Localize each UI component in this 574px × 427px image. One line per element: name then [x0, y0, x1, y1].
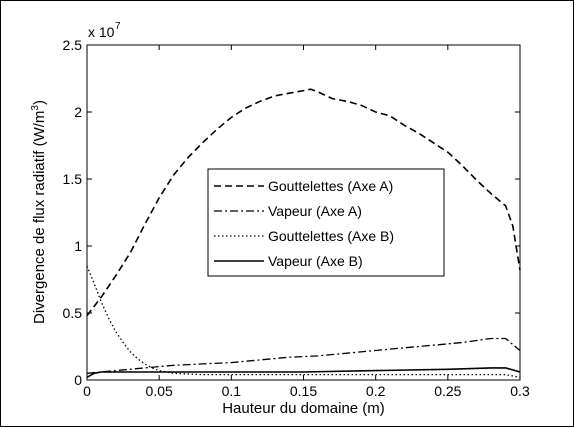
x-tick-label: 0.05	[146, 383, 173, 399]
x-axis-ticks: 0 0.05 0.1 0.15 0.2 0.25 0.3	[83, 45, 530, 399]
legend-label-vapeur-axe-b: Vapeur (Axe B)	[268, 253, 363, 269]
x-axis-label: Hauteur du domaine (m)	[222, 400, 385, 417]
y-tick-label: 2.5	[63, 37, 83, 53]
x-tick-label: 0.3	[510, 383, 530, 399]
legend: Gouttelettes (Axe A) Vapeur (Axe A) Gout…	[207, 168, 445, 277]
svg-text:x 10: x 10	[88, 24, 115, 40]
x-tick-label: 0	[83, 383, 91, 399]
y-tick-label: 1	[74, 238, 82, 254]
y-axis-ticks: 0 0.5 1 1.5 2 2.5	[63, 37, 520, 388]
legend-label-vapeur-axe-a: Vapeur (Axe A)	[268, 203, 362, 219]
y-tick-label: 0	[74, 372, 82, 388]
series-line-0	[86, 88, 521, 317]
y-multiplier: x 10 7	[88, 21, 121, 40]
series-line-1	[86, 337, 521, 374]
x-tick-label: 0.2	[366, 383, 386, 399]
series-line-3	[86, 367, 521, 378]
y-tick-label: 0.5	[63, 305, 83, 321]
legend-label-gouttelettes-axe-b: Gouttelettes (Axe B)	[268, 228, 394, 244]
series-layer	[86, 88, 521, 378]
y-axis-label: Divergence de flux radiatif (W/m3)	[30, 100, 48, 324]
svg-text:7: 7	[115, 21, 121, 32]
x-tick-label: 0.1	[222, 383, 242, 399]
y-tick-label: 2	[74, 104, 82, 120]
y-tick-label: 1.5	[63, 171, 83, 187]
x-tick-label: 0.25	[434, 383, 461, 399]
legend-label-gouttelettes-axe-a: Gouttelettes (Axe A)	[268, 178, 393, 194]
series-line-2	[86, 265, 521, 378]
legend-box	[207, 168, 445, 277]
x-tick-label: 0.15	[290, 383, 317, 399]
